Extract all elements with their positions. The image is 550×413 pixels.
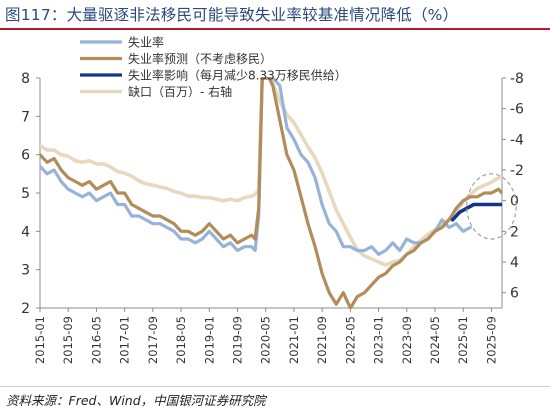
x-tick-label: 2015-09 [61, 316, 75, 364]
x-tick-label: 2015-01 [33, 316, 47, 364]
y-tick-label-left: 3 [21, 263, 30, 279]
series-forecast [40, 77, 502, 309]
x-tick-label: 2021-01 [287, 316, 301, 364]
chart-title: 图117：大量驱逐非法移民可能导致失业率较基准情况降低（%） [5, 6, 459, 24]
y-tick-label-left: 2 [21, 301, 30, 317]
series-group [40, 77, 502, 309]
x-tick-label: 2020-05 [259, 316, 273, 364]
x-tick-label: 2019-09 [230, 316, 244, 364]
y-tick-label-right: -4 [510, 132, 524, 148]
x-tick-label: 2021-09 [315, 316, 329, 364]
y-tick-label-right: 4 [510, 255, 519, 271]
annotation-dashed-circle [466, 173, 517, 240]
x-tick-label: 2017-01 [118, 316, 132, 364]
x-tick-label: 2018-05 [174, 316, 188, 364]
x-tick-label: 2025-01 [456, 316, 470, 364]
legend-label: 缺口（百万）- 右轴 [128, 84, 232, 99]
y-tick-label-left: 4 [21, 224, 30, 240]
source-note: 资料来源：Fred、Wind，中国银河证券研究院 [6, 393, 266, 408]
y-tick-label-right: 2 [510, 224, 519, 240]
legend-label: 失业率影响（每月减少8.33万移民供给） [128, 68, 347, 83]
x-tick-label: 2025-09 [484, 316, 498, 364]
series-gap [40, 77, 502, 267]
x-tick-label: 2023-01 [372, 316, 386, 364]
y-tick-label-right: -8 [510, 71, 524, 87]
source-divider [0, 386, 550, 387]
series-impact [450, 202, 502, 222]
x-tick-label: 2016-05 [89, 316, 103, 364]
x-tick-label: 2017-09 [146, 316, 160, 364]
x-tick-label: 2023-09 [400, 316, 414, 364]
y-tick-label-left: 8 [21, 71, 30, 87]
y-tick-label-left: 5 [21, 186, 30, 202]
title-divider [0, 28, 550, 30]
x-tick-label: 2019-01 [202, 316, 216, 364]
y-tick-label-left: 7 [21, 109, 30, 125]
x-tick-label: 2022-05 [343, 316, 357, 364]
y-tick-label-right: -6 [510, 102, 524, 118]
y-tick-label-right: 6 [510, 286, 519, 302]
legend-label: 失业率 [128, 35, 164, 50]
plot-area: 2 3 4 5 6 7 8 6 4 2 0 -2 -4 -6 -8 2015-01 2015-09 2016-05… [21, 71, 524, 364]
y-tick-label-right: 0 [510, 194, 519, 210]
legend-label: 失业率预测（不考虑移民） [128, 51, 272, 66]
y-tick-label-left: 6 [21, 148, 30, 164]
x-tick-label: 2024-05 [428, 316, 442, 364]
y-tick-label-right: -2 [510, 163, 524, 179]
